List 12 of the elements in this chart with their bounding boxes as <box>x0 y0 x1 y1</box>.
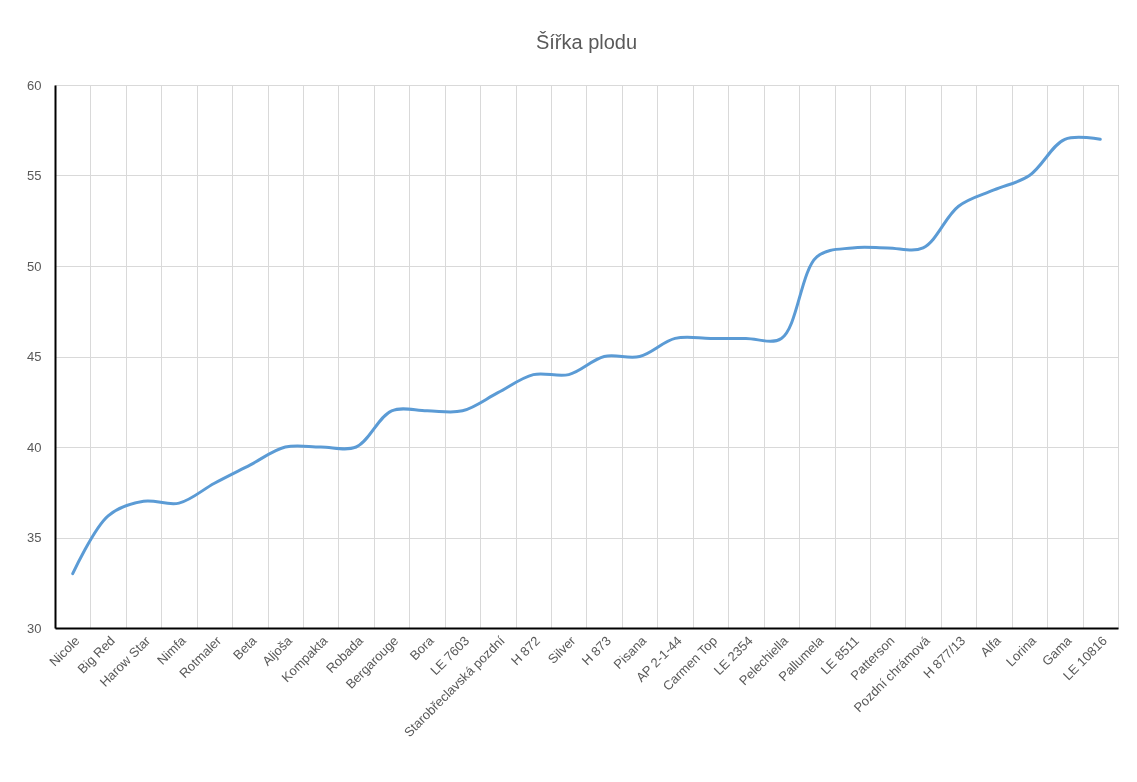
x-tick-label: H 872 <box>507 633 544 669</box>
x-tick-label: Alfa <box>977 632 1005 660</box>
y-tick-label: 60 <box>27 77 42 93</box>
y-tick-label: 35 <box>27 530 42 545</box>
y-tick-label: 30 <box>27 620 42 636</box>
y-tick-label: 45 <box>27 349 42 364</box>
y-tick-label: 40 <box>27 439 42 455</box>
chart-title: Šířka plodu <box>535 31 638 53</box>
x-tick-label: H 873 <box>578 633 614 669</box>
y-tick-label: 50 <box>27 258 42 274</box>
x-tick-label: Beta <box>230 632 261 663</box>
y-tick-label: 55 <box>27 168 42 183</box>
